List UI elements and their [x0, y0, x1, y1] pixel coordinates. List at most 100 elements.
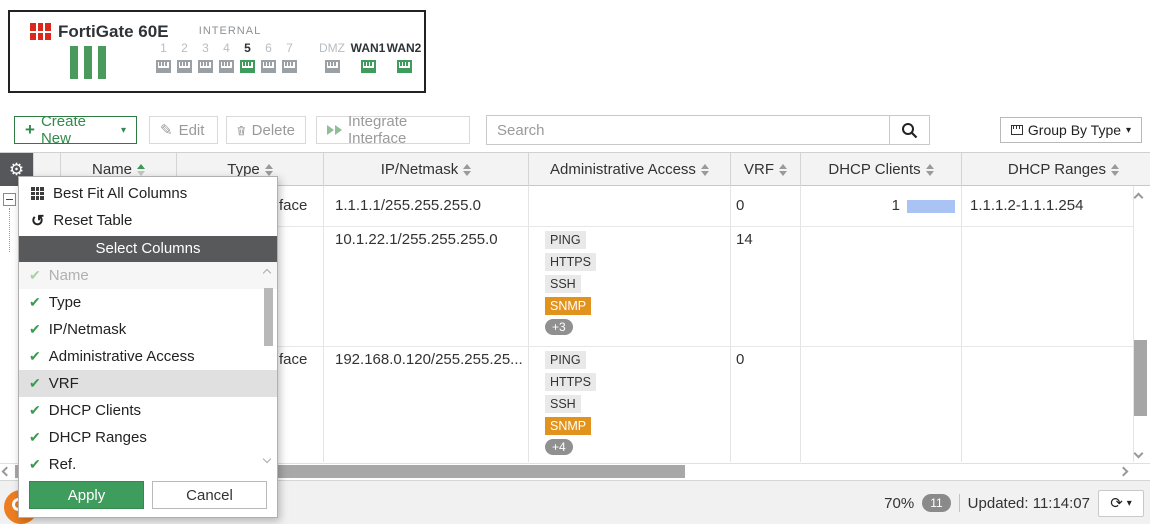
- double-arrow-icon: [327, 125, 342, 135]
- port-3[interactable]: 3: [195, 41, 216, 73]
- ethernet-port-icon: [219, 60, 234, 73]
- port-2[interactable]: 2: [174, 41, 195, 73]
- plus-icon: +: [25, 120, 35, 139]
- create-new-label: Create New: [40, 113, 86, 147]
- check-icon: ✔: [29, 348, 41, 364]
- search-button[interactable]: [889, 115, 930, 145]
- column-header-ip-netmask[interactable]: IP/Netmask: [323, 153, 528, 186]
- column-option-administrative-access[interactable]: ✔ Administrative Access: [29, 348, 195, 365]
- sort-icon: [1111, 164, 1119, 177]
- column-option-name[interactable]: ✔ Name: [19, 262, 277, 289]
- apply-button[interactable]: Apply: [29, 481, 144, 509]
- column-header-administrative-access[interactable]: Administrative Access: [528, 153, 730, 186]
- port-wan1[interactable]: WAN1: [350, 41, 386, 73]
- vertical-scrollbar-thumb[interactable]: [1134, 340, 1147, 416]
- expand-column-header: [33, 153, 60, 186]
- row3-admin-access: PING HTTPS SSH SNMP +4: [545, 351, 596, 455]
- check-icon: ✔: [29, 456, 41, 472]
- column-option-dhcp-ranges[interactable]: ✔ DHCP Ranges: [29, 429, 147, 446]
- row2-ip[interactable]: 10.1.22.1/255.255.255.0: [335, 231, 498, 248]
- check-icon: ✔: [29, 402, 41, 418]
- row1-dhcp-clients[interactable]: 1: [891, 197, 900, 214]
- integrate-interface-button[interactable]: Integrate Interface: [316, 113, 470, 147]
- row3-vrf[interactable]: 0: [736, 351, 745, 368]
- tree-collapse-toggle[interactable]: [3, 193, 16, 206]
- column-settings-menu: Best Fit All Columns ↺ Reset Table Selec…: [18, 176, 278, 518]
- device-model: FortiGate 60E: [58, 22, 169, 41]
- column-option-type[interactable]: ✔ Type: [29, 294, 82, 311]
- access-more-pill[interactable]: +4: [545, 439, 573, 455]
- access-badge: PING: [545, 351, 586, 369]
- row1-ip[interactable]: 1.1.1.1/255.255.255.0: [335, 197, 481, 214]
- row1-vrf[interactable]: 0: [736, 197, 745, 214]
- column-header-dhcp-clients[interactable]: DHCP Clients: [800, 153, 961, 186]
- sort-icon: [463, 164, 472, 177]
- row2-admin-access: PING HTTPS SSH SNMP +3: [545, 231, 596, 335]
- caret-down-icon: ▾: [120, 124, 126, 136]
- ethernet-port-icon: [396, 60, 412, 73]
- access-badge: SSH: [545, 395, 581, 413]
- column-header-name[interactable]: Name: [60, 153, 176, 186]
- ethernet-port-icon: [261, 60, 276, 73]
- access-badge: HTTPS: [545, 373, 596, 391]
- column-header-vrf[interactable]: VRF: [730, 153, 800, 186]
- port-4[interactable]: 4: [216, 41, 237, 73]
- interface-grid-icon: [1010, 125, 1023, 135]
- row3-ip[interactable]: 192.168.0.120/255.255.25...: [335, 351, 523, 368]
- edit-button[interactable]: ✎ Edit: [149, 116, 218, 144]
- updated-timestamp: Updated: 11:14:07: [967, 494, 1090, 512]
- delete-button[interactable]: Delete: [226, 116, 306, 144]
- pencil-icon: ✎: [160, 122, 173, 139]
- column-header-dhcp-ranges[interactable]: DHCP Ranges: [961, 153, 1133, 186]
- column-header-type[interactable]: Type: [176, 153, 323, 186]
- sort-icon: [700, 164, 709, 177]
- reset-icon: ↺: [31, 212, 45, 230]
- reset-table-item[interactable]: ↺ Reset Table: [31, 212, 133, 230]
- ethernet-port-icon: [156, 60, 171, 73]
- device-unit-icon: [70, 46, 106, 79]
- column-option-vrf[interactable]: ✔ VRF: [19, 370, 277, 397]
- port-5[interactable]: 5: [237, 41, 258, 73]
- trash-icon: [237, 125, 245, 135]
- access-more-pill[interactable]: +3: [545, 319, 573, 335]
- check-icon: ✔: [29, 375, 41, 391]
- gear-icon: ⚙: [8, 160, 25, 179]
- access-badge-snmp: SNMP: [545, 297, 592, 315]
- column-checkbox-list: ✔ Name ✔ Type ✔ IP/Netmask ✔ Administrative …: [19, 262, 277, 472]
- tree-guide-line: [9, 208, 10, 252]
- access-badge: PING: [545, 231, 586, 249]
- column-option-ip-netmask[interactable]: ✔ IP/Netmask: [29, 321, 127, 338]
- menu-scrollbar-thumb[interactable]: [264, 288, 273, 346]
- column-option-ref[interactable]: ✔ Ref.: [29, 456, 77, 472]
- row1-type-partial[interactable]: face: [279, 197, 308, 214]
- port-wan2[interactable]: WAN2: [386, 41, 422, 73]
- port-dmz[interactable]: DMZ: [314, 41, 350, 73]
- port-1[interactable]: 1: [153, 41, 174, 73]
- create-new-button[interactable]: + Create New ▾: [14, 113, 137, 147]
- search-input[interactable]: [487, 116, 889, 144]
- row2-vrf[interactable]: 14: [736, 231, 753, 248]
- access-badge: SSH: [545, 275, 581, 293]
- port-strip: 1 2 3 4 5 6 7 DMZ WAN1 WAN2: [153, 41, 422, 73]
- check-icon: ✔: [29, 267, 41, 283]
- access-badge: HTTPS: [545, 253, 596, 271]
- sort-icon: [264, 164, 273, 177]
- search-icon: [902, 122, 918, 138]
- row3-type-partial[interactable]: face: [279, 351, 308, 368]
- internal-ports-label: INTERNAL: [198, 25, 262, 37]
- fortinet-logo-icon: [30, 23, 51, 40]
- integrate-label: Integrate Interface: [348, 113, 408, 147]
- dhcp-clients-bar: [907, 200, 955, 213]
- port-7[interactable]: 7: [279, 41, 300, 73]
- row1-dhcp-ranges[interactable]: 1.1.1.2-1.1.1.254: [970, 197, 1084, 214]
- port-6[interactable]: 6: [258, 41, 279, 73]
- ethernet-port-icon: [177, 60, 192, 73]
- cancel-button[interactable]: Cancel: [152, 481, 267, 509]
- caret-down-icon: ▾: [1126, 124, 1132, 136]
- menu-buttons: Apply Cancel: [29, 481, 267, 509]
- group-by-type-button[interactable]: Group By Type ▾: [1000, 117, 1142, 143]
- select-columns-header: Select Columns: [19, 236, 277, 262]
- refresh-button[interactable]: ⟳ ▾: [1098, 489, 1144, 517]
- column-option-dhcp-clients[interactable]: ✔ DHCP Clients: [29, 402, 141, 419]
- best-fit-all-columns-item[interactable]: Best Fit All Columns: [19, 180, 277, 207]
